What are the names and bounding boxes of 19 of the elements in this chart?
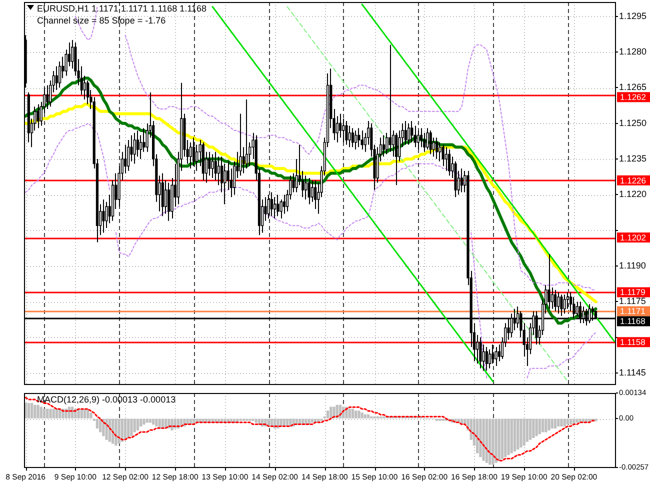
ref-line-label: 1.1179 <box>620 287 646 298</box>
ref-line-label: 1.1262 <box>620 92 646 102</box>
ref-line-label: 1.1202 <box>620 232 646 242</box>
y-tick-label: 1.1295 <box>619 10 647 21</box>
chart-title: EURUSD,H1 1.1171 1.1171 1.1168 1.1168 <box>37 3 206 14</box>
ref-line-label: 1.1226 <box>620 175 646 186</box>
text: Channel size = 85 Slope = -1.76 <box>37 15 166 26</box>
ref-line-label: 1.1158 <box>620 337 646 348</box>
y-tick-label: 1.1250 <box>619 118 647 128</box>
y-tick-label: 1.1265 <box>619 82 647 92</box>
y-tick-label: 1.1280 <box>619 46 647 56</box>
ref-line-label: 1.1171 <box>620 306 646 316</box>
y-tick-label: 1.1145 <box>619 368 646 378</box>
y-tick-label: 1.1220 <box>619 189 647 200</box>
chart-title: MACD(12,26,9) -0.00013 -0.00013 <box>37 394 176 404</box>
y-tick-label: 1.1235 <box>619 153 647 164</box>
ref-line-label: 1.1168 <box>620 316 646 326</box>
y-tick-label: 1.1175 <box>619 296 646 306</box>
y-tick-label: 1.1190 <box>619 260 646 271</box>
